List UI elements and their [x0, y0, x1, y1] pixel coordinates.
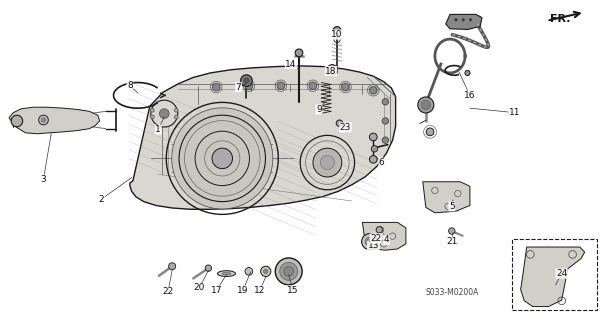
Circle shape: [280, 262, 298, 280]
Circle shape: [151, 100, 178, 127]
Circle shape: [426, 128, 434, 136]
Circle shape: [333, 27, 341, 34]
Circle shape: [330, 67, 335, 72]
Circle shape: [275, 258, 302, 285]
Circle shape: [449, 228, 455, 234]
Circle shape: [418, 97, 434, 113]
Circle shape: [362, 234, 378, 250]
Circle shape: [336, 120, 342, 126]
Circle shape: [469, 19, 472, 21]
Text: S033-M0200A: S033-M0200A: [425, 288, 478, 297]
Circle shape: [212, 148, 233, 169]
Circle shape: [150, 115, 154, 119]
Circle shape: [370, 86, 377, 94]
Text: 23: 23: [340, 123, 351, 132]
Text: 14: 14: [286, 60, 297, 68]
Text: 9: 9: [316, 105, 322, 114]
Text: 18: 18: [325, 67, 337, 76]
Text: 3: 3: [40, 175, 47, 184]
Text: 21: 21: [446, 237, 457, 246]
Circle shape: [245, 268, 252, 275]
Text: 24: 24: [556, 269, 567, 278]
Circle shape: [376, 227, 382, 233]
Circle shape: [284, 267, 294, 276]
Circle shape: [205, 265, 211, 271]
Circle shape: [295, 49, 303, 57]
Circle shape: [245, 82, 252, 90]
Circle shape: [382, 118, 388, 124]
Text: 15: 15: [287, 286, 299, 295]
Circle shape: [309, 82, 316, 90]
Polygon shape: [362, 222, 406, 250]
Circle shape: [240, 75, 252, 86]
Circle shape: [382, 137, 388, 143]
Circle shape: [243, 77, 249, 84]
Text: 19: 19: [237, 286, 249, 295]
Text: 5: 5: [449, 202, 455, 211]
Ellipse shape: [217, 271, 236, 276]
Circle shape: [175, 115, 178, 119]
Circle shape: [421, 100, 431, 110]
Circle shape: [313, 148, 342, 177]
Text: 12: 12: [254, 286, 265, 295]
Bar: [512, 239, 597, 310]
Text: 7: 7: [236, 83, 242, 92]
Circle shape: [172, 108, 273, 209]
Polygon shape: [521, 247, 585, 307]
Circle shape: [365, 237, 374, 246]
Circle shape: [261, 266, 271, 276]
Polygon shape: [423, 182, 470, 213]
Text: 6: 6: [379, 158, 385, 167]
Text: 22: 22: [370, 234, 381, 243]
Text: 2: 2: [98, 195, 104, 204]
Circle shape: [150, 108, 154, 112]
Circle shape: [41, 117, 46, 123]
Circle shape: [11, 115, 23, 127]
Circle shape: [371, 146, 378, 152]
Circle shape: [342, 83, 349, 91]
Circle shape: [462, 19, 464, 21]
Circle shape: [465, 70, 470, 76]
Polygon shape: [446, 14, 482, 29]
Circle shape: [370, 156, 377, 163]
Circle shape: [382, 99, 388, 105]
Text: 11: 11: [509, 108, 521, 117]
Text: FR.: FR.: [550, 13, 570, 24]
Text: 22: 22: [162, 287, 173, 296]
Polygon shape: [130, 66, 396, 209]
Text: 8: 8: [127, 81, 133, 90]
Text: 4: 4: [384, 236, 390, 244]
Circle shape: [370, 133, 377, 141]
Text: 10: 10: [331, 30, 343, 39]
Text: 16: 16: [464, 91, 476, 100]
Circle shape: [169, 263, 176, 270]
Circle shape: [159, 109, 169, 118]
Circle shape: [327, 65, 337, 75]
Circle shape: [455, 19, 457, 21]
Text: 13: 13: [367, 241, 379, 250]
Text: 17: 17: [210, 286, 222, 295]
Circle shape: [213, 83, 220, 91]
Circle shape: [175, 108, 178, 112]
Ellipse shape: [222, 272, 231, 275]
Circle shape: [263, 269, 268, 274]
Polygon shape: [9, 107, 100, 134]
Text: 20: 20: [194, 284, 205, 292]
Circle shape: [320, 156, 335, 170]
Circle shape: [277, 82, 284, 90]
Text: 1: 1: [155, 125, 161, 134]
